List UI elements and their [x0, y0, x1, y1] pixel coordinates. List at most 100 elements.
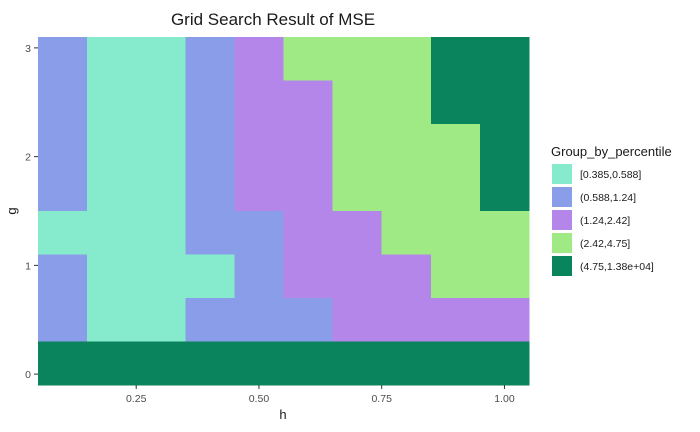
heatmap-cell	[185, 80, 235, 125]
heatmap-cell	[430, 298, 481, 342]
heatmap-cell	[283, 167, 333, 212]
heatmap-cell	[136, 124, 186, 168]
heatmap-cell	[185, 298, 235, 342]
heatmap-cell	[234, 124, 284, 168]
legend-title: Group_by_percentile	[551, 144, 672, 159]
heatmap-cell	[479, 341, 530, 386]
heatmap-cell	[381, 80, 432, 125]
y-axis-label: g	[4, 207, 19, 214]
heatmap-cell	[38, 341, 88, 386]
legend-label: [0.385,0.588]	[580, 169, 641, 181]
heatmap-cell	[136, 37, 186, 81]
legend: Group_by_percentile [0.385,0.588] (0.588,…	[551, 144, 672, 276]
heatmap-cell	[381, 211, 432, 255]
heatmap-cell	[234, 298, 284, 342]
heatmap-cell	[381, 341, 432, 386]
y-tick-label: 2	[25, 152, 31, 164]
heatmap-cell	[38, 298, 88, 342]
heatmap-cell	[381, 37, 432, 81]
heatmap-cell	[479, 37, 530, 81]
heatmap-cell	[283, 341, 333, 386]
heatmap-cell	[38, 211, 88, 255]
heatmap-cell	[38, 167, 88, 212]
heatmap-cell	[283, 254, 333, 299]
heatmap-cell	[479, 254, 530, 299]
heatmap-cell	[185, 37, 235, 81]
heatmap-cell	[430, 167, 481, 212]
heatmap-cell	[479, 124, 530, 168]
heatmap-cell	[234, 254, 284, 299]
heatmap-cell	[185, 254, 235, 299]
legend-label: (0.588,1.24]	[580, 192, 636, 204]
x-tick-label: 0.25	[126, 393, 147, 405]
y-axis-ticks: 0 1 2 3	[25, 43, 38, 381]
legend-swatch	[552, 233, 572, 253]
heatmap-cell	[381, 167, 432, 212]
heatmap-cell	[430, 341, 481, 386]
heatmap-cell	[87, 341, 137, 386]
heatmap-cell	[38, 37, 88, 81]
heatmap-cell	[283, 211, 333, 255]
heatmap-cell	[87, 37, 137, 81]
heatmap-cell	[381, 254, 432, 299]
x-axis-ticks: 0.25 0.50 0.75 1.00	[126, 385, 515, 405]
heatmap-cell	[332, 254, 383, 299]
heatmap-cell	[136, 298, 186, 342]
heatmap-cell	[430, 80, 481, 125]
heatmap-cell	[87, 298, 137, 342]
heatmap-cell	[185, 124, 235, 168]
heatmap-cell	[136, 211, 186, 255]
heatmap-cell	[87, 254, 137, 299]
heatmap-cell	[234, 341, 284, 386]
x-tick-label: 1.00	[494, 393, 515, 405]
heatmap-cell	[185, 167, 235, 212]
heatmap-cell	[234, 80, 284, 125]
y-tick-label: 1	[25, 260, 31, 272]
x-axis-label: h	[279, 407, 286, 422]
x-tick-label: 0.75	[371, 393, 392, 405]
heatmap-cell	[332, 341, 383, 386]
heatmap-cell	[479, 167, 530, 212]
heatmap-cell	[283, 80, 333, 125]
heatmap-cell	[87, 211, 137, 255]
heatmap-cell	[87, 124, 137, 168]
heatmap-cell	[332, 37, 383, 81]
heatmap-cell	[136, 80, 186, 125]
heatmap-cell	[332, 211, 383, 255]
heatmap-cell	[38, 80, 88, 125]
heatmap-cell	[430, 211, 481, 255]
heatmap-cell	[332, 167, 383, 212]
heatmap-cell	[381, 124, 432, 168]
heatmap-cell	[185, 211, 235, 255]
heatmap-cell	[430, 254, 481, 299]
y-tick-label: 0	[25, 369, 31, 381]
heatmap-cell	[136, 341, 186, 386]
heatmap-cell	[430, 124, 481, 168]
heatmap-cell	[87, 167, 137, 212]
heatmap-cell	[234, 167, 284, 212]
x-tick-label: 0.50	[249, 393, 270, 405]
heatmap-cell	[479, 211, 530, 255]
y-tick-label: 3	[25, 43, 31, 55]
heatmap-cell	[479, 298, 530, 342]
heatmap-cell	[234, 37, 284, 81]
legend-label: (1.24,2.42]	[580, 215, 630, 227]
legend-swatch	[552, 164, 572, 184]
heatmap-cell	[430, 37, 481, 81]
heatmap-cell	[332, 124, 383, 168]
heatmap-cell	[332, 80, 383, 125]
legend-swatch	[552, 210, 572, 230]
heatmap-cell	[185, 341, 235, 386]
heatmap-cell	[38, 124, 88, 168]
heatmap-cell	[479, 80, 530, 125]
heatmap-cell	[283, 124, 333, 168]
heatmap-cell	[136, 167, 186, 212]
heatmap-cell	[38, 254, 88, 299]
heatmap-cells	[38, 37, 530, 386]
chart-title: Grid Search Result of MSE	[171, 10, 375, 29]
heatmap-cell	[381, 298, 432, 342]
legend-swatch	[552, 256, 572, 276]
heatmap-cell	[87, 80, 137, 125]
heatmap-cell	[234, 211, 284, 255]
heatmap-cell	[332, 298, 383, 342]
